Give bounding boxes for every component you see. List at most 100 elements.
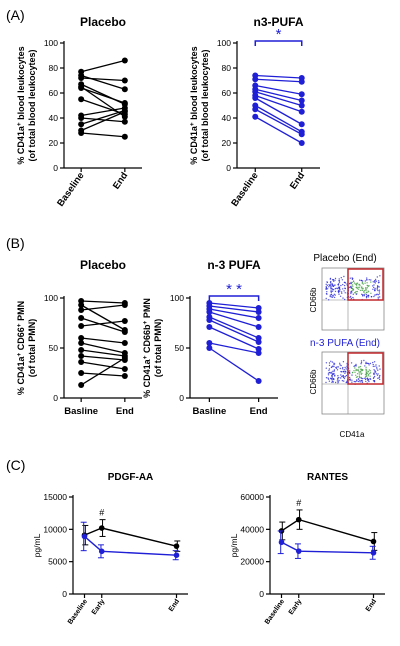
flow-event bbox=[346, 366, 348, 368]
flow-event bbox=[374, 289, 376, 292]
pair-line bbox=[81, 361, 125, 370]
flow-event bbox=[364, 280, 366, 282]
flow-event bbox=[376, 374, 379, 376]
pair-line bbox=[81, 372, 125, 377]
data-point-end bbox=[121, 302, 128, 308]
y-axis-label-part: % CD41a bbox=[142, 358, 152, 398]
flow-event bbox=[370, 281, 372, 283]
flow-event bbox=[366, 277, 368, 279]
flow-event bbox=[336, 380, 339, 382]
significance-marker: * bbox=[276, 26, 282, 43]
data-point-baseline bbox=[78, 335, 85, 341]
y-tick-label: 0 bbox=[226, 163, 231, 173]
data-point-end bbox=[298, 102, 305, 109]
x-tick-label: Baseline bbox=[67, 598, 89, 626]
pair-line bbox=[255, 84, 302, 95]
data-point-end bbox=[121, 108, 128, 115]
flow-event bbox=[340, 377, 342, 379]
flow-event bbox=[338, 281, 341, 283]
flow-event bbox=[355, 368, 357, 371]
flow-event bbox=[366, 282, 368, 284]
flow-event bbox=[375, 294, 377, 296]
flow-event bbox=[348, 371, 350, 374]
flow-event bbox=[360, 377, 362, 379]
data-point-baseline bbox=[78, 315, 85, 321]
flow-event bbox=[352, 289, 355, 291]
flow-event bbox=[366, 291, 368, 294]
flow-event bbox=[333, 296, 336, 299]
flow-event bbox=[340, 364, 342, 367]
data-point-baseline bbox=[78, 121, 85, 128]
flow-event bbox=[354, 292, 357, 294]
y-tick-label: 20000 bbox=[240, 557, 264, 567]
flow-event bbox=[368, 380, 370, 383]
y-tick-label: 10000 bbox=[43, 524, 67, 534]
flow-event bbox=[373, 284, 375, 286]
pair-line bbox=[81, 132, 125, 138]
flow-event bbox=[353, 370, 355, 372]
flow-event bbox=[355, 374, 357, 376]
pair-line bbox=[81, 117, 125, 123]
pair-line bbox=[81, 304, 125, 311]
flow-event bbox=[377, 280, 380, 282]
flow-event bbox=[372, 285, 374, 287]
flow-event bbox=[359, 381, 361, 383]
data-point-end bbox=[121, 355, 128, 361]
flow-event bbox=[354, 283, 357, 285]
flow-event bbox=[354, 371, 356, 374]
flow-event bbox=[344, 366, 346, 369]
data-point bbox=[295, 516, 302, 523]
flow-event bbox=[376, 366, 378, 368]
flow-title-pufa: n-3 PUFA (End) bbox=[310, 338, 380, 349]
data-point-baseline bbox=[252, 106, 259, 113]
pair-line bbox=[81, 349, 125, 357]
flow-event bbox=[379, 368, 381, 370]
flow-event bbox=[358, 366, 360, 368]
pair-line bbox=[80, 111, 126, 132]
flow-event bbox=[374, 370, 376, 372]
flow-event bbox=[374, 365, 376, 368]
flow-event bbox=[332, 370, 334, 372]
pair-line bbox=[80, 317, 126, 333]
flow-event bbox=[334, 374, 336, 376]
flow-event bbox=[373, 380, 375, 382]
flow-event bbox=[373, 369, 375, 371]
flow-event bbox=[330, 283, 332, 285]
chart-b-n3-pufa: n-3 PUFA 0 50 100 Basline End % CD41a+ CD66b+ … bbox=[142, 258, 278, 417]
flow-event bbox=[330, 372, 332, 374]
flow-event bbox=[326, 293, 328, 295]
flow-event bbox=[373, 376, 375, 379]
pair-line bbox=[254, 116, 303, 144]
chart-c-pdgf-aa: PDGF-AA 0 5000 10000 15000 Baseline Early End pg… bbox=[32, 472, 188, 626]
flow-event bbox=[378, 291, 381, 293]
pair-line bbox=[254, 97, 303, 125]
flow-event bbox=[334, 277, 337, 280]
flow-event bbox=[377, 285, 379, 288]
flow-event bbox=[375, 373, 378, 375]
pair-line bbox=[81, 77, 125, 82]
data-point-end bbox=[298, 97, 305, 104]
flow-event bbox=[338, 283, 340, 285]
flow-event bbox=[356, 290, 358, 293]
data-point-baseline bbox=[78, 323, 85, 329]
data-point-baseline bbox=[206, 345, 213, 351]
flow-event bbox=[328, 364, 331, 367]
flow-event bbox=[334, 381, 337, 384]
flow-event bbox=[342, 288, 344, 290]
flow-event bbox=[365, 369, 367, 371]
flow-event bbox=[369, 378, 372, 380]
flow-event bbox=[335, 367, 338, 369]
flow-event bbox=[330, 377, 332, 379]
x-tick-label: Baseline bbox=[229, 170, 260, 208]
flow-event bbox=[343, 377, 346, 380]
flow-event bbox=[339, 362, 341, 364]
y-axis-label: % CD41a+ blood leukocytes bbox=[189, 46, 200, 164]
pair-line bbox=[81, 337, 125, 344]
chart-a-n3-pufa: n3-PUFA 0 20 40 60 80 100 Baseline End % CD41a+ b… bbox=[189, 15, 320, 209]
flow-event bbox=[375, 364, 377, 366]
series-line bbox=[84, 527, 177, 547]
data-point-baseline bbox=[206, 324, 213, 330]
flow-event bbox=[363, 359, 365, 362]
y-axis-label-part: PMN bbox=[142, 298, 152, 321]
